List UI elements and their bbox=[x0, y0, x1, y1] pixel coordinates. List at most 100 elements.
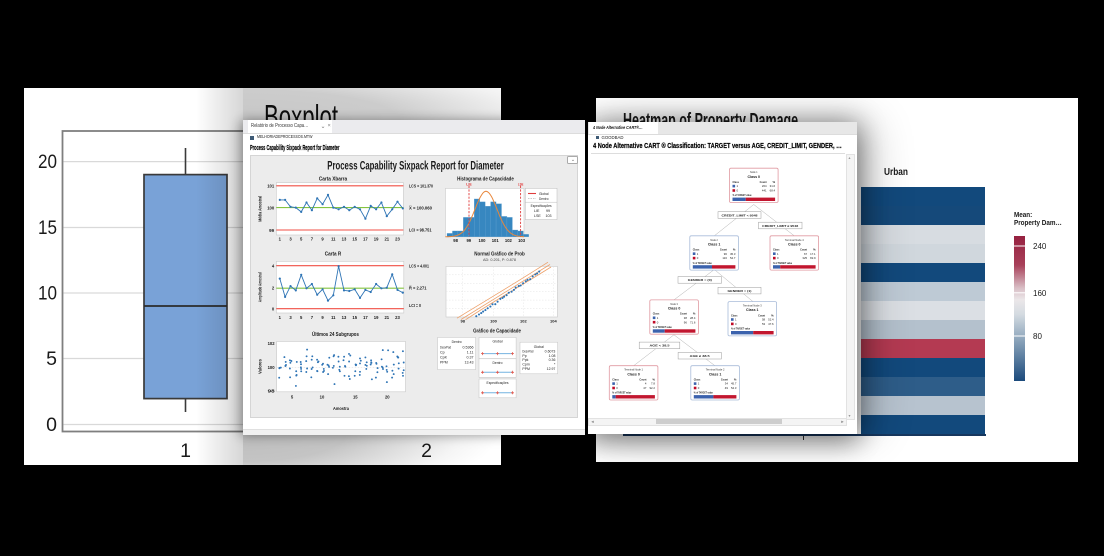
svg-text:11: 11 bbox=[331, 237, 336, 242]
svg-text:%: % bbox=[693, 312, 696, 316]
svg-text:17.1: 17.1 bbox=[810, 252, 816, 256]
svg-text:2: 2 bbox=[421, 440, 432, 462]
svg-text:Média Amostral: Média Amostral bbox=[257, 196, 262, 222]
svg-text:15: 15 bbox=[352, 315, 357, 320]
svg-text:Class: Class bbox=[612, 378, 619, 382]
svg-text:Class 1: Class 1 bbox=[708, 241, 721, 246]
svg-text:Class 0: Class 0 bbox=[627, 371, 640, 376]
svg-text:7.8: 7.8 bbox=[651, 382, 655, 386]
svg-text:100: 100 bbox=[267, 205, 275, 210]
svg-text:204: 204 bbox=[762, 184, 767, 188]
svg-text:12.97: 12.97 bbox=[546, 367, 555, 371]
svg-text:Pp: Pp bbox=[522, 354, 526, 358]
svg-text:Node 1: Node 1 bbox=[750, 170, 758, 174]
svg-text:Dentro: Dentro bbox=[539, 197, 549, 201]
svg-text:10: 10 bbox=[319, 394, 324, 399]
svg-text:68.4: 68.4 bbox=[770, 189, 776, 193]
svg-text:Class: Class bbox=[733, 180, 740, 184]
svg-text:GENDER = (0): GENDER = (0) bbox=[688, 278, 712, 282]
svg-text:Histograma de Capacidade: Histograma de Capacidade bbox=[457, 176, 514, 182]
svg-text:Ppk: Ppk bbox=[522, 358, 528, 362]
svg-text:Terminal Node 4: Terminal Node 4 bbox=[785, 238, 804, 242]
svg-text:21: 21 bbox=[384, 315, 389, 320]
svg-text:DesvPad: DesvPad bbox=[522, 350, 533, 354]
svg-text:LIE: LIE bbox=[534, 209, 540, 213]
svg-text:AGE ≥ 38.5: AGE ≥ 38.5 bbox=[690, 354, 710, 358]
svg-text:23: 23 bbox=[395, 237, 400, 242]
svg-text:47.6: 47.6 bbox=[768, 322, 774, 326]
svg-text:Cpm: Cpm bbox=[522, 363, 529, 367]
svg-text:Node 2: Node 2 bbox=[710, 238, 718, 242]
svg-text:LCS = 4.001: LCS = 4.001 bbox=[409, 263, 429, 269]
svg-text:Count: Count bbox=[680, 312, 687, 316]
svg-text:Terminal Node 3: Terminal Node 3 bbox=[743, 304, 762, 308]
svg-text:58: 58 bbox=[762, 318, 766, 322]
svg-text:10: 10 bbox=[38, 283, 57, 305]
svg-text:96: 96 bbox=[684, 320, 688, 324]
svg-text:102: 102 bbox=[520, 319, 527, 324]
svg-text:5: 5 bbox=[300, 315, 303, 320]
svg-text:100: 100 bbox=[478, 238, 486, 243]
svg-text:Valores: Valores bbox=[257, 358, 262, 374]
svg-text:Count: Count bbox=[800, 248, 807, 252]
svg-text:1.11: 1.11 bbox=[466, 351, 473, 355]
svg-text:15: 15 bbox=[353, 394, 358, 399]
svg-text:Count: Count bbox=[758, 313, 765, 317]
svg-text:Amostra: Amostra bbox=[333, 406, 349, 412]
svg-text:20: 20 bbox=[38, 151, 57, 173]
svg-text:102: 102 bbox=[505, 238, 513, 243]
svg-text:0: 0 bbox=[698, 386, 700, 390]
svg-text:Terminal Node 2: Terminal Node 2 bbox=[706, 368, 725, 372]
svg-text:DesvPad: DesvPad bbox=[440, 346, 451, 350]
svg-text:Class 0: Class 0 bbox=[748, 174, 761, 179]
svg-text:LSE: LSE bbox=[518, 181, 524, 186]
svg-text:Node 3: Node 3 bbox=[670, 302, 678, 306]
svg-text:9: 9 bbox=[321, 315, 324, 320]
svg-text:52.4: 52.4 bbox=[768, 318, 774, 322]
svg-text:1: 1 bbox=[697, 252, 699, 256]
svg-text:Dentro: Dentro bbox=[492, 361, 502, 365]
svg-text:Global: Global bbox=[539, 192, 549, 196]
svg-text:LSE: LSE bbox=[534, 214, 541, 218]
svg-text:71.6: 71.6 bbox=[690, 320, 696, 324]
svg-text:3: 3 bbox=[289, 315, 292, 320]
svg-text:0.37: 0.37 bbox=[466, 356, 473, 360]
svg-text:101: 101 bbox=[491, 238, 499, 243]
svg-text:0.5366: 0.5366 bbox=[462, 346, 473, 350]
svg-text:% of TARGET value: % of TARGET value bbox=[773, 261, 792, 265]
svg-text:101: 101 bbox=[267, 184, 275, 189]
svg-text:17: 17 bbox=[363, 237, 368, 242]
svg-text:% of TARGET value: % of TARGET value bbox=[653, 325, 672, 329]
svg-text:45.7: 45.7 bbox=[731, 382, 737, 386]
svg-text:5: 5 bbox=[300, 237, 303, 242]
svg-text:LCI = 98.751: LCI = 98.751 bbox=[409, 228, 432, 234]
svg-text:% of TARGET value: % of TARGET value bbox=[731, 327, 750, 331]
svg-text:104: 104 bbox=[550, 319, 557, 324]
svg-text:99: 99 bbox=[269, 228, 275, 233]
svg-text:0: 0 bbox=[737, 189, 739, 193]
svg-text:CREDIT_LIMIT ≥ 9548: CREDIT_LIMIT ≥ 9548 bbox=[762, 224, 798, 228]
svg-text:2: 2 bbox=[272, 285, 275, 290]
svg-text:PPM: PPM bbox=[522, 367, 530, 371]
svg-text:5: 5 bbox=[46, 348, 57, 370]
svg-text:0: 0 bbox=[697, 256, 699, 260]
svg-text:13.43: 13.43 bbox=[464, 361, 473, 365]
svg-text:1: 1 bbox=[698, 382, 700, 386]
svg-text:Count: Count bbox=[721, 378, 728, 382]
svg-text:LIE: LIE bbox=[466, 181, 472, 186]
svg-text:% of TARGET value: % of TARGET value bbox=[733, 193, 752, 197]
svg-text:0: 0 bbox=[735, 322, 737, 326]
svg-text:15: 15 bbox=[38, 217, 57, 239]
svg-text:Amplitude Amostral: Amplitude Amostral bbox=[257, 272, 262, 302]
svg-text:Class: Class bbox=[773, 248, 780, 252]
svg-text:49: 49 bbox=[725, 386, 729, 390]
svg-text:% of TARGET value: % of TARGET value bbox=[694, 391, 713, 395]
svg-text:Count: Count bbox=[760, 180, 767, 184]
svg-text:1: 1 bbox=[180, 440, 191, 462]
svg-text:X̅ = 100.060: X̅ = 100.060 bbox=[408, 204, 432, 211]
svg-text:Gráfico de Capacidade: Gráfico de Capacidade bbox=[473, 329, 521, 335]
svg-text:4: 4 bbox=[272, 264, 275, 269]
svg-text:23: 23 bbox=[395, 315, 400, 320]
svg-text:Count: Count bbox=[639, 378, 646, 382]
svg-text:CpK: CpK bbox=[440, 356, 448, 360]
